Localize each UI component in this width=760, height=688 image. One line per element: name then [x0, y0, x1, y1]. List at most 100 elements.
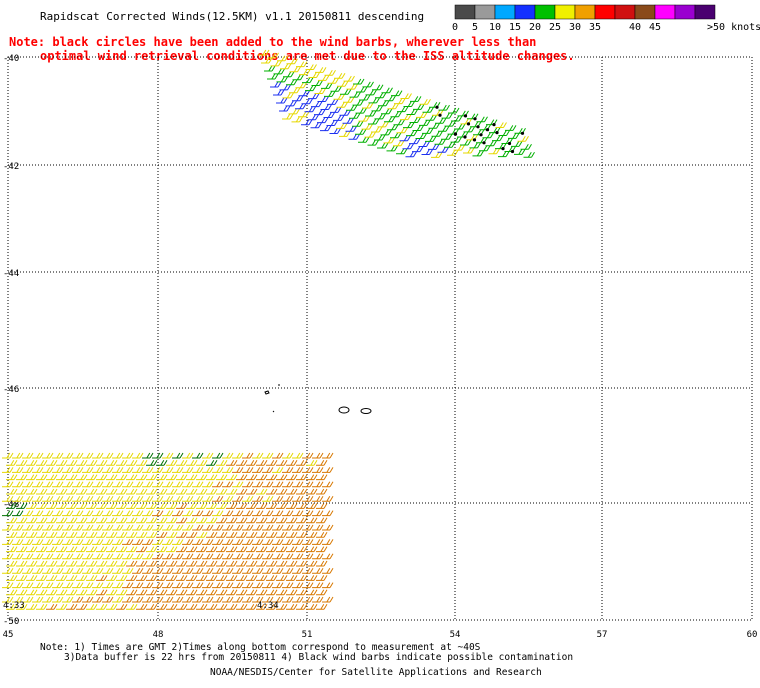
wind-barb	[142, 553, 154, 560]
wind-barb	[292, 582, 304, 589]
wind-barb	[438, 104, 450, 111]
wind-barb	[62, 467, 74, 473]
wind-barb	[12, 524, 24, 531]
wind-barb	[182, 481, 194, 488]
wind-barb	[212, 467, 224, 473]
wind-barb	[322, 524, 334, 531]
wind-barb	[266, 488, 278, 495]
wind-barb	[162, 596, 174, 603]
wind-barb	[76, 546, 88, 553]
wind-barb	[92, 481, 104, 488]
wind-barb	[295, 103, 307, 110]
wind-barb	[397, 106, 409, 113]
wind-barb	[266, 575, 278, 581]
wind-barb	[82, 539, 94, 545]
wind-barb	[76, 531, 88, 538]
wind-barb	[166, 474, 178, 481]
wind-barb	[282, 113, 294, 120]
wind-barb	[166, 488, 178, 495]
wind-barb	[196, 575, 208, 581]
wind-barb	[186, 531, 198, 538]
wind-barb	[112, 524, 124, 531]
wind-barb	[222, 481, 234, 488]
wind-barb	[262, 467, 274, 473]
longitude-label: 54	[450, 630, 461, 640]
wind-barb	[146, 546, 158, 553]
wind-barb	[62, 582, 74, 589]
wind-barb	[122, 553, 134, 560]
wind-barb	[291, 116, 303, 123]
wind-barb	[142, 510, 154, 517]
wind-barb	[374, 134, 386, 141]
wind-barb	[322, 539, 334, 545]
wind-barb	[267, 73, 279, 80]
map-frame	[7, 56, 753, 621]
wind-barb	[441, 112, 453, 119]
wind-barb	[76, 603, 88, 610]
wind-barb	[46, 603, 58, 610]
wind-barb	[242, 553, 254, 560]
wind-barb	[82, 553, 94, 560]
wind-barb	[236, 560, 248, 567]
wind-barb	[302, 582, 314, 589]
wind-barb	[276, 459, 288, 466]
wind-barb	[86, 603, 98, 610]
wind-barb	[76, 560, 88, 567]
wind-barb	[282, 553, 294, 560]
wind-barb	[396, 148, 408, 155]
wind-barb	[166, 503, 178, 509]
wind-barb	[42, 467, 54, 473]
wind-barb	[82, 567, 94, 574]
wind-barb	[286, 546, 298, 553]
wind-barb	[333, 115, 345, 121]
wind-barb	[236, 517, 248, 524]
wind-barb	[273, 89, 285, 96]
wind-barb	[26, 575, 38, 581]
wind-barb	[282, 452, 294, 459]
contamination-marker	[492, 123, 496, 127]
wind-barb	[126, 503, 138, 509]
wind-barb	[32, 553, 44, 560]
wind-barb	[16, 546, 28, 553]
wind-barb	[232, 524, 244, 531]
wind-barb	[166, 603, 178, 610]
wind-barb	[410, 96, 422, 102]
wind-barb	[206, 575, 218, 581]
wind-barb	[262, 553, 274, 560]
wind-barb	[266, 546, 278, 553]
wind-barb	[86, 546, 98, 553]
wind-barb	[92, 495, 104, 502]
legend-unit-label: >50 knots	[707, 22, 760, 33]
wind-barb	[236, 589, 248, 596]
wind-barb	[16, 474, 28, 481]
wind-barb	[62, 553, 74, 560]
wind-barb	[86, 488, 98, 495]
wind-barb	[226, 603, 238, 610]
wind-barb	[2, 567, 14, 574]
wind-barb	[262, 582, 274, 589]
wind-barb	[162, 553, 174, 560]
wind-barb	[450, 136, 462, 143]
wind-barb	[16, 560, 28, 567]
wind-barb	[152, 524, 164, 531]
longitude-label: 51	[302, 630, 313, 640]
wind-barb	[216, 459, 228, 466]
wind-barb	[262, 567, 274, 574]
wind-barb	[196, 589, 208, 596]
wind-barb	[82, 596, 94, 603]
wind-barb	[355, 128, 367, 135]
wind-barb	[308, 93, 320, 100]
wind-barb	[136, 546, 148, 553]
wind-barb	[112, 452, 124, 459]
wind-barb	[126, 474, 138, 481]
wind-barb	[82, 524, 94, 531]
wind-barb	[96, 531, 108, 538]
wind-barb	[176, 531, 188, 538]
wind-barb	[394, 98, 406, 105]
wind-barb	[276, 517, 288, 524]
wind-barb	[262, 510, 274, 517]
wind-barb	[152, 553, 164, 560]
wind-barb	[441, 133, 453, 140]
wind-barb	[116, 488, 128, 495]
wind-barb	[92, 553, 104, 560]
